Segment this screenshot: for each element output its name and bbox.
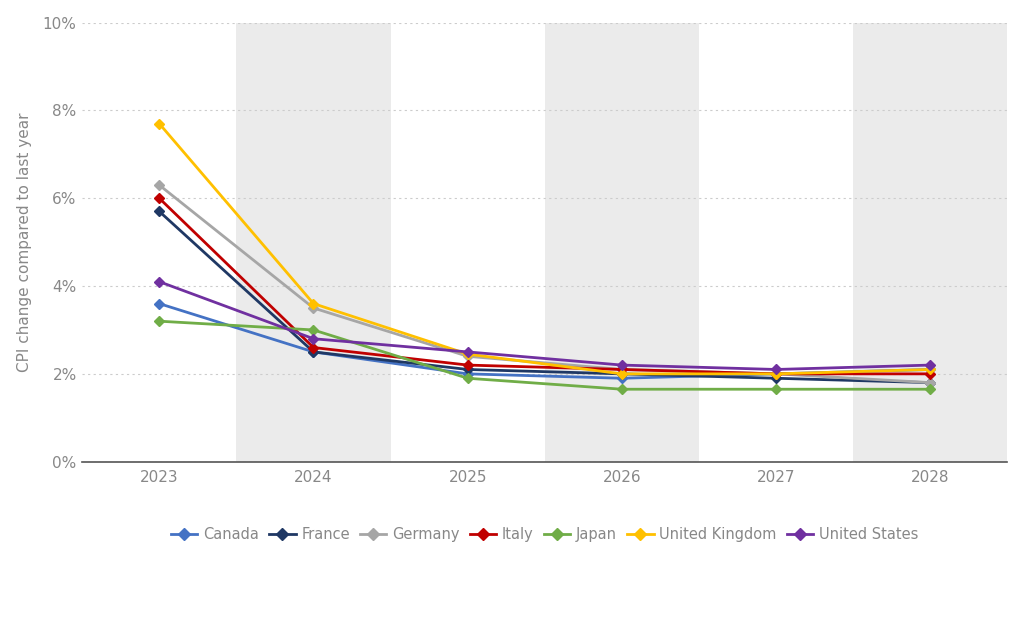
Bar [390,23,545,462]
Legend: Canada, France, Germany, Italy, Japan, United Kingdom, United States: Canada, France, Germany, Italy, Japan, U… [165,522,925,548]
Y-axis label: CPI change compared to last year: CPI change compared to last year [16,113,32,372]
Bar [82,23,237,462]
Bar [699,23,853,462]
